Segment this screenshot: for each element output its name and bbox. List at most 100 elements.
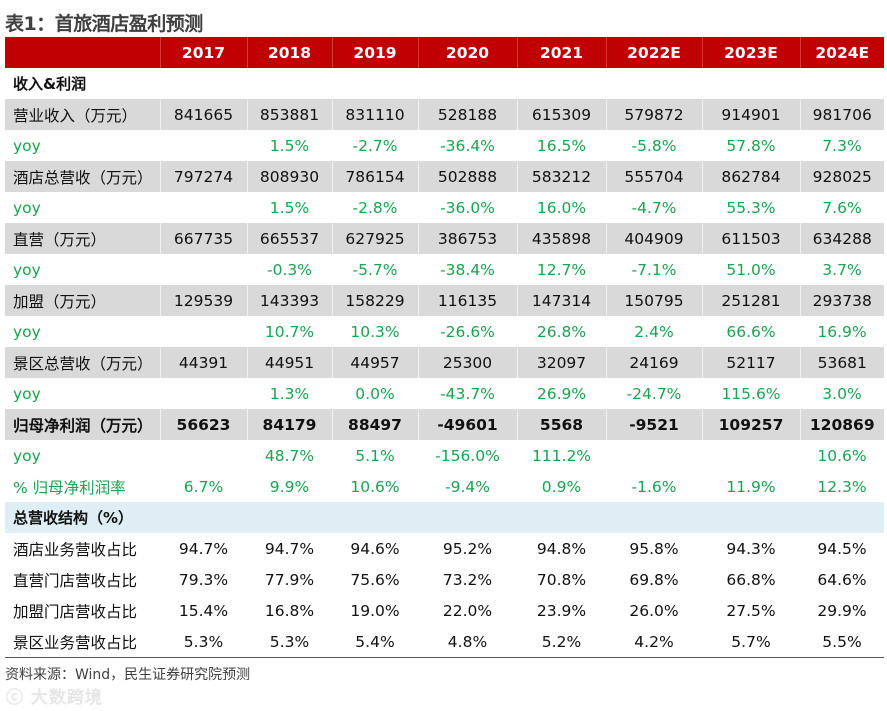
table-row: 酒店总营收（万元） 797274 808930 786154 502888 583212 5… bbox=[5, 161, 884, 192]
row-label: yoy bbox=[13, 260, 41, 279]
row-label: yoy bbox=[13, 322, 41, 341]
table-row: 加盟门店营收占比 15.4% 16.8% 19.0% 22.0% 23.9% 26.0% 27… bbox=[5, 595, 884, 626]
table-cell: 26.9% bbox=[536, 384, 587, 403]
table-cell: 555704 bbox=[605, 161, 702, 192]
row-label: yoy bbox=[13, 136, 41, 155]
table-cell bbox=[160, 130, 247, 161]
table-cell: 2.4% bbox=[634, 322, 674, 341]
table-cell bbox=[160, 502, 247, 533]
table-cell: -156.0% bbox=[435, 446, 500, 465]
row-label: yoy bbox=[13, 446, 41, 465]
table-cell: 853881 bbox=[246, 99, 332, 130]
row-label: 收入&利润 bbox=[13, 75, 87, 93]
table-cell: 66.8% bbox=[726, 570, 776, 589]
table-cell: 53681 bbox=[799, 347, 884, 378]
source-note: 资料来源：Wind，民生证券研究院预测 bbox=[5, 667, 251, 683]
table-cell: 667735 bbox=[159, 223, 247, 254]
table-cell bbox=[332, 502, 418, 533]
table-cell bbox=[702, 68, 800, 99]
table-cell: 386753 bbox=[417, 223, 517, 254]
table-cell: 404909 bbox=[605, 223, 702, 254]
row-label: 直营门店营收占比 bbox=[13, 571, 138, 590]
table-cell: 77.9% bbox=[264, 570, 315, 589]
table-cell: 5.4% bbox=[332, 626, 418, 658]
table-cell: 115.6% bbox=[721, 384, 781, 403]
column-header: 2018 bbox=[246, 37, 332, 68]
table-cell bbox=[247, 502, 332, 533]
table-cell: 5.7% bbox=[702, 626, 800, 658]
row-label: 归母净利润（万元） bbox=[5, 409, 160, 440]
table-cell: -43.7% bbox=[440, 384, 495, 403]
table-cell: 10.6% bbox=[817, 446, 867, 465]
table-title: 表1：首旅酒店盈利预测 bbox=[5, 13, 203, 35]
table-cell: 1.5% bbox=[269, 136, 310, 155]
column-header: 2019 bbox=[331, 37, 418, 68]
table-row: yoy 48.7% 5.1% -156.0% 111.2% 10.6% bbox=[5, 440, 884, 471]
table-row: yoy 1.3% 0.0% -43.7% 26.9% -24.7% 115.6% 3.0% bbox=[5, 378, 884, 409]
table-cell: 15.4% bbox=[178, 601, 229, 620]
table-cell: 16.0% bbox=[536, 198, 587, 217]
table-cell: -9.4% bbox=[445, 477, 490, 496]
table-cell: 914901 bbox=[701, 99, 800, 130]
table-cell bbox=[160, 68, 247, 99]
row-label: 景区总营收（万元） bbox=[5, 347, 160, 378]
row-label: 总营收结构（%） bbox=[5, 502, 160, 533]
table-cell: 29.9% bbox=[817, 601, 867, 620]
table-cell: 5.3% bbox=[247, 626, 332, 658]
table-cell: 56623 bbox=[159, 409, 247, 440]
table-cell: 23.9% bbox=[536, 601, 587, 620]
table-row: 直营（万元） 667735 665537 627925 386753 435898 4049… bbox=[5, 223, 884, 254]
table-cell bbox=[160, 192, 247, 223]
watermark-logo: ⓒ 大数跨境 bbox=[6, 688, 103, 708]
table-cell: 862784 bbox=[701, 161, 800, 192]
table-cell: 94.8% bbox=[536, 539, 587, 558]
table-cell: 3.0% bbox=[822, 384, 862, 403]
table-cell: 158229 bbox=[331, 285, 418, 316]
table-cell: 26.0% bbox=[629, 601, 679, 620]
table-cell: -5.7% bbox=[352, 260, 398, 279]
table-cell: 116135 bbox=[417, 285, 517, 316]
table-cell: 69.8% bbox=[629, 570, 679, 589]
table-cell: 22.0% bbox=[442, 601, 493, 620]
table-row: 归母净利润（万元） 56623 84179 88497 -49601 5568 -9521 1… bbox=[5, 409, 884, 440]
table-cell: 44391 bbox=[159, 347, 247, 378]
table-cell: 111.2% bbox=[531, 446, 592, 465]
table-cell: 32097 bbox=[516, 347, 606, 378]
table-cell bbox=[800, 68, 884, 99]
table-row: 直营门店营收占比 79.3% 77.9% 75.6% 73.2% 70.8% 69.8% 66… bbox=[5, 564, 884, 595]
table-cell: 583212 bbox=[516, 161, 606, 192]
column-header: 2022E bbox=[605, 37, 702, 68]
table-cell: 26.8% bbox=[536, 322, 587, 341]
table-cell: 120869 bbox=[799, 409, 884, 440]
table-cell: 12.3% bbox=[817, 477, 867, 496]
table-cell bbox=[418, 68, 517, 99]
table-cell: 1.5% bbox=[269, 198, 310, 217]
table-cell: 16.5% bbox=[536, 136, 587, 155]
table-cell bbox=[160, 254, 247, 285]
table-row: 酒店业务营收占比 94.7% 94.7% 94.6% 95.2% 94.8% 95.8% 94… bbox=[5, 533, 884, 564]
table-cell: 615309 bbox=[516, 99, 606, 130]
table-cell: 0.9% bbox=[541, 477, 582, 496]
table-cell: -7.1% bbox=[631, 260, 677, 279]
table-cell: 143393 bbox=[246, 285, 332, 316]
table-cell bbox=[606, 440, 702, 471]
table-cell: 786154 bbox=[331, 161, 418, 192]
table-cell bbox=[702, 502, 800, 533]
table-cell: 75.6% bbox=[350, 570, 400, 589]
table-cell: 57.8% bbox=[726, 136, 776, 155]
table-cell bbox=[702, 440, 800, 471]
table-row: 景区业务营收占比 5.3% 5.3% 5.4% 4.8% 5.2% 4.2% 5.7% 5.5% bbox=[5, 626, 884, 658]
table-cell: 94.5% bbox=[817, 539, 867, 558]
table-cell: 502888 bbox=[417, 161, 517, 192]
table-cell: 27.5% bbox=[726, 601, 776, 620]
table-cell: 9.9% bbox=[269, 477, 310, 496]
table-cell: -49601 bbox=[417, 409, 517, 440]
table-cell: 55.3% bbox=[726, 198, 776, 217]
profit-forecast-table: 2017 2018 2019 2020 2021 2022E 2023E 2024E 收入&利… bbox=[5, 37, 884, 658]
table-row: yoy 10.7% 10.3% -26.6% 26.8% 2.4% 66.6% 16.9% bbox=[5, 316, 884, 347]
table-cell: 73.2% bbox=[442, 570, 493, 589]
table-cell: 634288 bbox=[799, 223, 884, 254]
table-cell: -24.7% bbox=[626, 384, 682, 403]
table-cell: 4.2% bbox=[606, 626, 702, 658]
table-cell: 16.9% bbox=[817, 322, 867, 341]
